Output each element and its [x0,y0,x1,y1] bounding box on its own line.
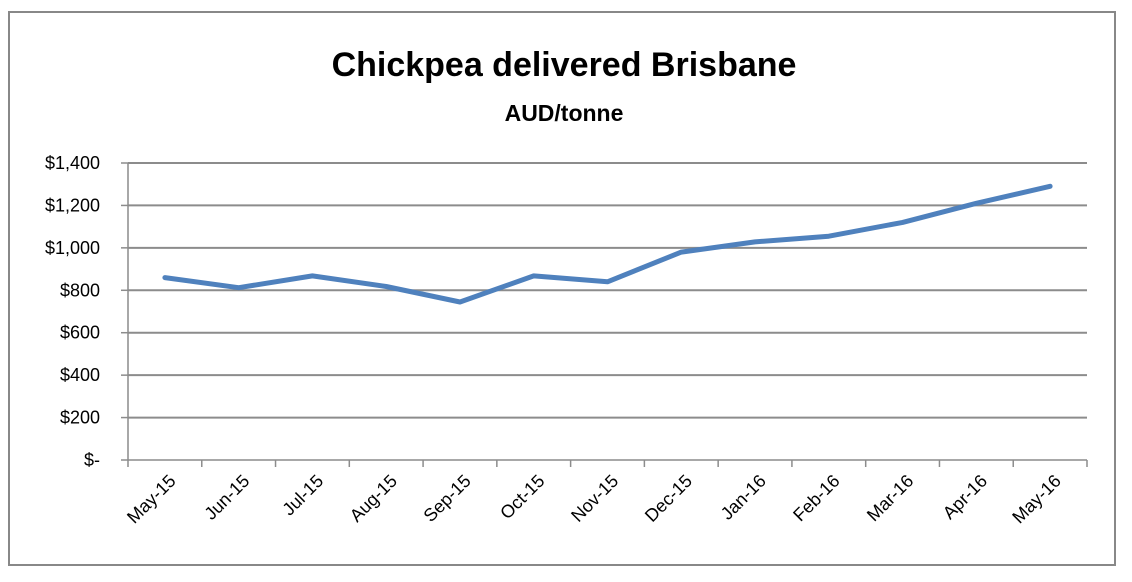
x-tick-label: Feb-16 [789,471,843,525]
x-tick-label: Nov-15 [567,471,622,526]
x-tick-label: Jun-15 [200,471,253,524]
x-tick-label: Jul-15 [278,471,327,520]
y-tick-label: $800 [60,280,100,300]
y-tick-label: $1,200 [45,195,100,215]
y-tick-label: $1,400 [45,153,100,173]
x-tick-label: Sep-15 [420,471,475,526]
y-tick-label: $1,000 [45,238,100,258]
x-tick-label: Mar-16 [863,471,917,525]
y-tick-label: $400 [60,365,100,385]
series-layer [162,183,1053,305]
series-line [162,183,1053,305]
x-tick-label: Aug-15 [346,471,401,526]
x-axis-ticks: May-15 Jun-15 Jul-15 Aug-15 Sep-15 Oct-15 Nov-… [123,460,1088,528]
x-tick-label: Oct-15 [496,471,548,523]
y-axis-ticks: $- $200 $400 $600 $800 $1,000 $1,200 $1,400 [45,153,128,470]
x-tick-label: May-16 [1008,471,1065,528]
x-tick-label: Jan-16 [717,471,770,524]
x-tick-label: Dec-15 [641,471,696,526]
y-tick-label: $600 [60,323,100,343]
x-tick-label: May-15 [123,471,180,528]
chart-frame [8,11,1116,566]
y-tick-label: $- [84,450,100,470]
grid-layer [127,162,1087,461]
chart-subtitle: AUD/tonne [505,100,624,126]
x-tick-label: Apr-16 [939,471,991,523]
y-tick-label: $200 [60,408,100,428]
chart-title: Chickpea delivered Brisbane [332,46,797,84]
